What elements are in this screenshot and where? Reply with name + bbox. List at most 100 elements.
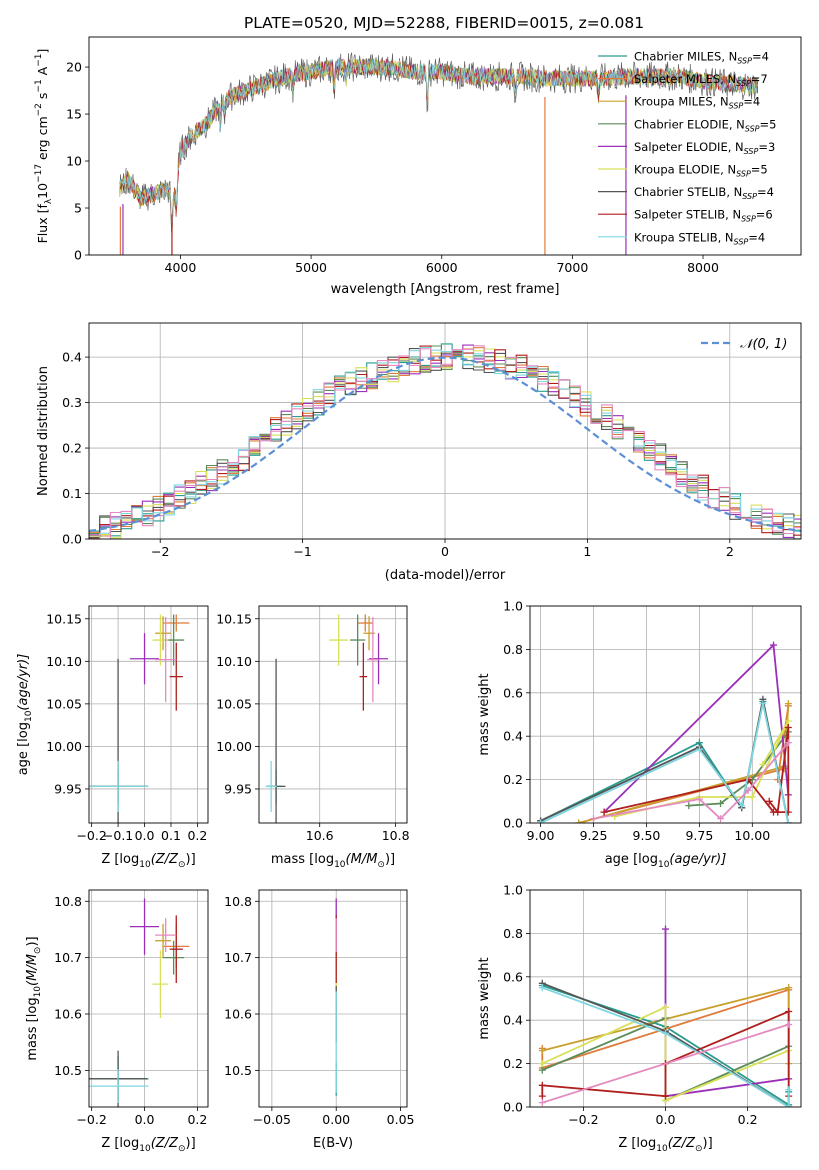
weight-marker xyxy=(600,808,608,816)
figure-title: PLATE=0520, MJD=52288, FIBERID=0015, z=0… xyxy=(244,14,644,32)
legend-label-6: Chabrier STELIB, NSSP=4 xyxy=(634,185,774,201)
label-part: Kroupa STELIB, N xyxy=(634,230,734,244)
label-part: Chabrier ELODIE, N xyxy=(634,117,745,131)
axes-frame xyxy=(88,36,802,256)
label-part: Flux [f xyxy=(35,204,50,244)
label-part: )] xyxy=(703,1136,713,1151)
label-part: age [log xyxy=(605,852,658,867)
y-tick-label: 10.7 xyxy=(224,950,252,965)
label-part: (M/M xyxy=(346,852,378,867)
label-part: 10 xyxy=(334,860,346,870)
sun-symbol: ⊙ xyxy=(178,860,186,870)
weight-marker xyxy=(662,1003,669,1011)
chart-spectrum: 4000 5000 6000 7000 8000 0 5 10 15 20 wavelength [… xyxy=(34,36,802,297)
y-axis-label: mass weight xyxy=(477,957,492,1039)
x-tick-label: 1 xyxy=(583,544,591,559)
y-tick-label: 0.0 xyxy=(503,1100,523,1115)
weight-marker xyxy=(717,815,725,823)
label-part: Kroupa MILES, N xyxy=(634,95,729,109)
label-part: age [log xyxy=(16,722,31,775)
label-part: Z [log xyxy=(101,1136,139,1151)
weight-marker xyxy=(538,1099,546,1107)
y-tick-label: 10.7 xyxy=(54,950,82,965)
y-tick-label: 10.6 xyxy=(224,1007,252,1022)
chart-mass_weight_vs_age: 9.00 9.25 9.50 9.75 10.00 0.0 0.2 0.4 0.6 0.8 1.0 a… xyxy=(477,599,802,870)
x-tick-label: 0.0 xyxy=(656,1112,676,1127)
y-tick-label: 10.8 xyxy=(54,894,82,909)
x-tick-label: 0 xyxy=(441,544,449,559)
label-part: SSP xyxy=(729,102,744,111)
y-tick-label: 20 xyxy=(66,60,82,75)
weight-marker xyxy=(662,1092,669,1100)
label-part: =7 xyxy=(751,72,768,86)
x-tick-label: 0.05 xyxy=(387,1112,415,1127)
histogram-series-4 xyxy=(89,348,801,539)
y-tick-label: 0.4 xyxy=(503,729,523,744)
legend-label-0: Chabrier MILES, NSSP=4 xyxy=(634,50,769,66)
label-part: (age/yr)] xyxy=(16,654,31,711)
y-tick-label: 0.4 xyxy=(503,1013,523,1028)
y-tick-label: 10.15 xyxy=(216,611,252,626)
label-part: (M/M xyxy=(25,954,40,986)
x-tick-label: 9.75 xyxy=(685,828,713,843)
weight-marker xyxy=(765,797,773,805)
legend-label-2: Kroupa MILES, NSSP=4 xyxy=(634,95,760,111)
legend-label-3: Chabrier ELODIE, NSSP=5 xyxy=(634,117,776,133)
histogram-series-3 xyxy=(89,344,801,538)
y-tick-label: 10.6 xyxy=(54,1007,82,1022)
x-tick-label: 7000 xyxy=(556,260,588,275)
label-part: =3 xyxy=(758,140,775,154)
label-part: (Z/Z xyxy=(151,852,179,867)
histogram-series-6 xyxy=(89,345,801,539)
histogram-series-5 xyxy=(89,348,801,539)
x-tick-label: −0.2 xyxy=(76,828,106,843)
axes-frame xyxy=(258,605,408,824)
x-tick-label: 9.50 xyxy=(633,828,661,843)
weight-marker xyxy=(538,984,546,992)
x-axis-label: mass [log10(M/M⊙)] xyxy=(271,852,395,870)
plot-area xyxy=(89,898,190,1107)
y-tick-label: 0.2 xyxy=(503,1056,523,1071)
label-part: Z [log xyxy=(101,852,139,867)
y-tick-label: 0.6 xyxy=(503,969,523,984)
label-part: 10 xyxy=(139,860,151,870)
x-tick-label: 4000 xyxy=(165,260,197,275)
y-tick-label: 10.15 xyxy=(46,611,82,626)
label-part: Salpeter ELODIE, N xyxy=(634,140,744,154)
chart-mass_vs_Z: −0.2 0.0 0.210.510.610.710.8Z [log10(Z/Z⊙)… xyxy=(25,889,209,1154)
chart-age_vs_mass: 10.6 10.8 9.95 10.00 10.05 10.10 10.15 mass [lo… xyxy=(216,605,410,870)
y-tick-label: 0.3 xyxy=(62,395,82,410)
weight-marker xyxy=(538,1092,546,1100)
histogram-series-0 xyxy=(89,343,801,537)
weight-marker xyxy=(662,925,669,933)
y-tick-label: 0.2 xyxy=(503,772,523,787)
x-tick-label: 10.8 xyxy=(382,828,410,843)
label-part: (Z/Z xyxy=(668,1136,696,1151)
x-tick-label: 10.00 xyxy=(734,828,770,843)
label-part: mass [log xyxy=(271,852,334,867)
y-tick-label: 5 xyxy=(74,201,82,216)
plot-area xyxy=(89,614,190,823)
x-tick-label: 2 xyxy=(726,544,734,559)
y-tick-label: 0.0 xyxy=(503,816,523,831)
label-part: SSP xyxy=(737,57,752,66)
sun-symbol: ⊙ xyxy=(695,1144,703,1154)
weight-marker xyxy=(784,819,792,823)
spectrum-series-8 xyxy=(119,58,759,229)
axes-frame xyxy=(88,605,209,824)
histogram-series-7 xyxy=(89,346,801,539)
chart-mass_weight_vs_Z: −0.2 0.0 0.2 0.0 0.2 0.4 0.6 0.8 1.0 Z [log10(Z/Z… xyxy=(477,883,802,1154)
axes-frame xyxy=(88,889,209,1108)
axes-frame xyxy=(258,889,408,1108)
label-part: erg cm xyxy=(35,116,50,164)
x-tick-label: 9.00 xyxy=(527,828,555,843)
weight-marker xyxy=(695,745,703,753)
y-tick-label: 0 xyxy=(74,248,82,263)
y-tick-label: 0.1 xyxy=(62,486,82,501)
x-tick-label: −2 xyxy=(151,544,169,559)
label-part: Chabrier STELIB, N xyxy=(634,185,742,199)
gaussian-curve xyxy=(89,356,801,533)
x-tick-label: 0.00 xyxy=(322,1112,350,1127)
label-part: mass [log xyxy=(25,997,40,1060)
y-tick-label: 0.0 xyxy=(62,532,82,547)
